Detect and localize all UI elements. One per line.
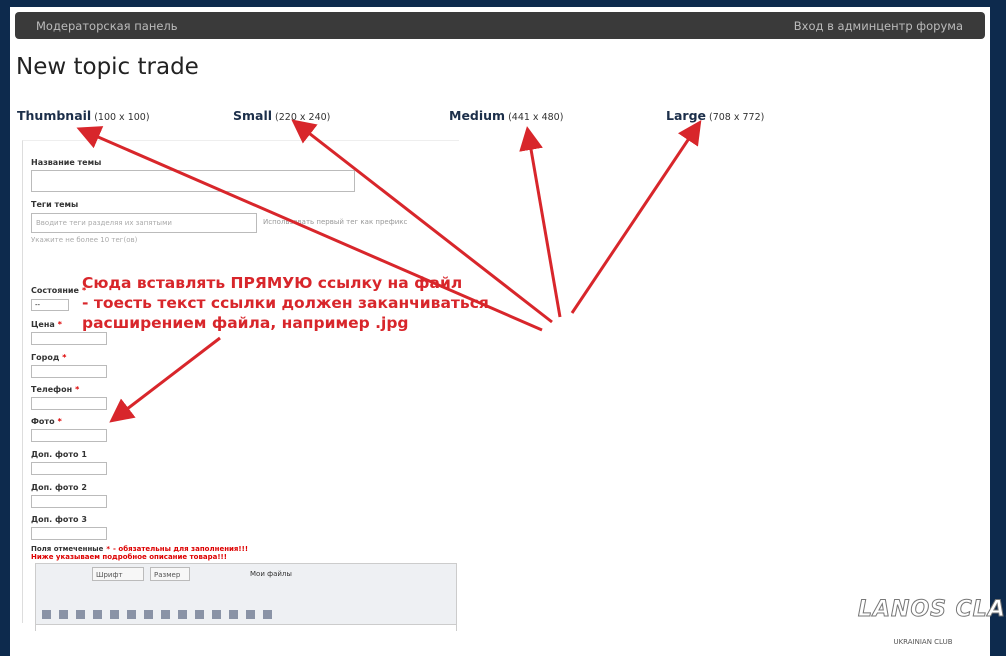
editor: Шрифт Размер Мои файлы (35, 563, 457, 631)
required-mark: * (57, 320, 62, 329)
toolbar-icon[interactable] (212, 610, 221, 619)
text-input[interactable] (31, 170, 355, 192)
field-label: Телефон * (31, 385, 80, 394)
arrow (109, 336, 221, 423)
text-input[interactable] (31, 429, 107, 442)
field-label: Город * (31, 353, 67, 362)
size-dims: (220 x 240) (275, 112, 331, 123)
toolbar-icon[interactable] (178, 610, 187, 619)
size-item: Small (220 x 240) (233, 105, 330, 124)
form-image: Название темы Теги темы Вводите теги разде… (22, 140, 459, 631)
text-input[interactable] (31, 495, 107, 508)
toolbar-icon[interactable] (42, 610, 51, 619)
text-input[interactable] (31, 365, 107, 378)
text-input[interactable] (31, 332, 107, 345)
text-input[interactable] (31, 462, 107, 475)
required-note: Поля отмеченные * - обязательны для заполн… (31, 545, 248, 553)
nav-link[interactable]: Модераторская панель (36, 19, 178, 33)
size-name: Large (666, 108, 706, 123)
placeholder: Вводите теги разделяя их запятыми (36, 219, 172, 227)
field-label: Доп. фото 2 (31, 483, 87, 492)
annotation-line: - тоесть текст ссылки должен заканчивать… (82, 294, 489, 312)
field-label: Доп. фото 3 (31, 515, 87, 524)
toolbar-icon[interactable] (195, 610, 204, 619)
select-value: -- (35, 301, 41, 309)
note-text: Поля отмеченные (31, 545, 104, 553)
arrow (570, 120, 702, 314)
toolbar-icon[interactable] (246, 610, 255, 619)
watermark-logo: LANOS CLAN (858, 597, 1006, 623)
checkbox-label[interactable]: Использовать первый тег как префикс (263, 218, 408, 226)
watermark: LANOS CLAN UKRAINIAN CLUB (858, 597, 1006, 647)
text-input[interactable] (31, 527, 107, 540)
field-label: Цена * (31, 320, 62, 329)
toolbar-select[interactable]: Шрифт (92, 567, 144, 581)
toolbar-icon[interactable] (110, 610, 119, 619)
note: Ниже указываем подробное описание товара… (31, 553, 227, 561)
size-dims: (708 x 772) (709, 112, 765, 123)
navbar: Модераторская панель Вход в админцентр ф… (15, 12, 985, 39)
toolbar-icon[interactable] (229, 610, 238, 619)
toolbar-icon[interactable] (76, 610, 85, 619)
arrow (291, 119, 553, 324)
field-label: Название темы (31, 158, 102, 167)
toolbar-icon[interactable] (93, 610, 102, 619)
toolbar-icon[interactable] (161, 610, 170, 619)
size-item: Medium (441 x 480) (449, 105, 563, 124)
annotation-line: расширением файла, например .jpg (82, 314, 409, 332)
field-label: Доп. фото 1 (31, 450, 87, 459)
arrow (76, 126, 543, 332)
page-title: New topic trade (16, 54, 199, 80)
field-label: Состояние * (31, 286, 87, 295)
size-item: Large (708 x 772) (666, 105, 764, 124)
size-dims: (100 x 100) (94, 112, 150, 123)
arrow (519, 126, 562, 318)
required-mark: * (75, 385, 80, 394)
toolbar-icon[interactable] (263, 610, 272, 619)
select[interactable]: -- (31, 299, 69, 311)
size-dims: (441 x 480) (508, 112, 564, 123)
toolbar-icon[interactable] (59, 610, 68, 619)
field-label: Теги темы (31, 200, 79, 209)
required-mark: * (106, 545, 111, 553)
required-mark: * (57, 417, 62, 426)
toolbar-select[interactable]: Размер (150, 567, 190, 581)
arrow-group (76, 119, 702, 423)
toolbar-icon[interactable] (127, 610, 136, 619)
field-label: Фото * (31, 417, 62, 426)
toolbar-button[interactable]: Мои файлы (250, 570, 292, 578)
editor-area (36, 624, 456, 631)
size-item: Thumbnail (100 x 100) (17, 105, 150, 124)
annotation-line: Сюда вставлять ПРЯМУЮ ссылку на файл (82, 274, 463, 292)
size-name: Small (233, 108, 273, 123)
size-name: Medium (449, 108, 506, 123)
hint: Укажите не более 10 тег(ов) (31, 236, 138, 244)
page: Модераторская панель Вход в админцентр ф… (10, 7, 1006, 656)
toolbar-icon[interactable] (144, 610, 153, 619)
annotation: Сюда вставлять ПРЯМУЮ ссылку на файл - т… (82, 273, 489, 333)
required-mark: * (81, 286, 87, 295)
size-name: Thumbnail (17, 108, 92, 123)
note-text: - обязательны для заполнения!!! (113, 545, 249, 553)
required-mark: * (62, 353, 67, 362)
watermark-sub: UKRAINIAN CLUB (893, 638, 953, 646)
text-input[interactable]: Вводите теги разделяя их запятыми (31, 213, 257, 233)
text-input[interactable] (31, 397, 107, 410)
nav-link[interactable]: Вход в админцентр форума (793, 19, 963, 33)
